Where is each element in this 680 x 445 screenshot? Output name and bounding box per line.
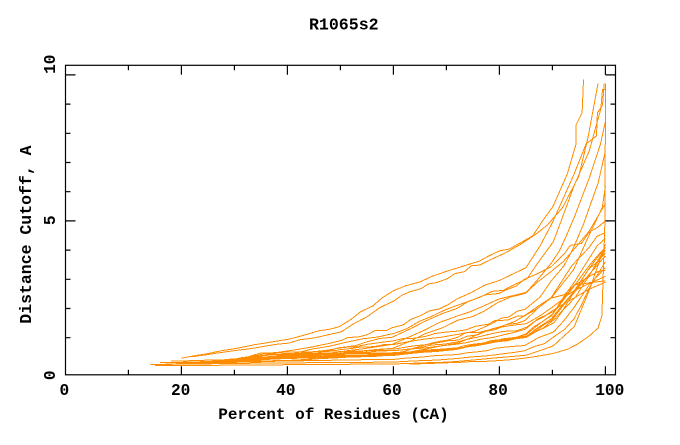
svg-text:40: 40 (276, 382, 295, 400)
svg-text:Distance Cutoff, A: Distance Cutoff, A (17, 145, 36, 323)
svg-text:R1065s2: R1065s2 (309, 16, 379, 35)
svg-text:0: 0 (42, 370, 60, 380)
svg-text:10: 10 (42, 54, 60, 73)
svg-text:20: 20 (171, 382, 190, 400)
svg-text:80: 80 (488, 382, 507, 400)
svg-text:100: 100 (595, 382, 624, 400)
svg-text:60: 60 (382, 382, 401, 400)
svg-text:0: 0 (59, 382, 69, 400)
svg-text:5: 5 (42, 215, 60, 225)
svg-text:Percent of Residues (CA): Percent of Residues (CA) (218, 406, 448, 424)
